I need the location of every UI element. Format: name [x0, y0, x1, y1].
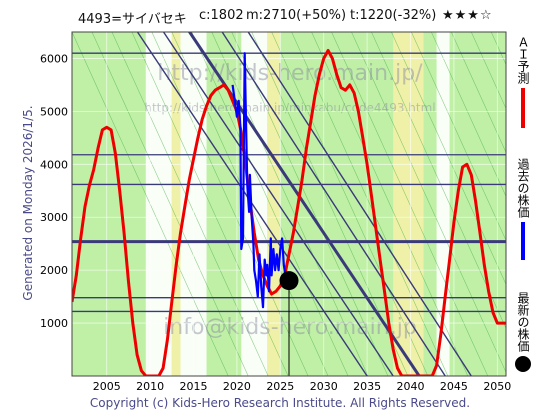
diagonal-line — [247, 32, 472, 376]
marker-layer — [279, 271, 299, 376]
watermark-url: http://kids-hero.main.jp/ — [157, 61, 423, 86]
y-tick-label: 6000 — [40, 52, 68, 65]
stock-title: 4493=サイバセキ — [78, 12, 187, 27]
legend-ai: ＡＩ予測 — [516, 36, 530, 84]
x-tick-label: 2050 — [483, 380, 511, 393]
legend-ai-swatch — [521, 88, 525, 128]
y-axis: 1000 2000 3000 4000 5000 6000 — [40, 52, 68, 330]
x-tick-label: 2020 — [223, 380, 251, 393]
thin-trend-line — [131, 32, 289, 376]
thin-trend-line — [391, 32, 506, 285]
watermark-email: info@kids-hero.main.jp — [163, 315, 417, 340]
x-tick-label: 2025 — [266, 380, 294, 393]
rating-stars: ★★★☆ — [442, 8, 493, 23]
thin-trend-line — [331, 32, 489, 376]
thin-trend-line — [351, 32, 506, 373]
thin-trend-line — [431, 32, 506, 198]
diagonal-line — [187, 32, 421, 376]
y-tick-label: 3000 — [40, 211, 68, 224]
y-tick-label: 4000 — [40, 158, 68, 171]
band — [171, 32, 181, 376]
diagonal-line — [221, 32, 446, 376]
plot-frame — [71, 31, 507, 377]
max-price: m:2710(+50%) — [246, 8, 347, 23]
thin-trend-line — [451, 32, 506, 154]
x-tick-label: 2035 — [353, 380, 381, 393]
diagonal-lines — [136, 32, 472, 376]
past-price-line — [231, 52, 289, 309]
x-tick-label: 2005 — [93, 380, 121, 393]
y-tick-label: 1000 — [40, 317, 68, 330]
x-tick-label: 2010 — [136, 380, 164, 393]
legend-past-swatch — [521, 222, 525, 260]
copyright: Copyright (c) Kids-Hero Research Institu… — [89, 396, 471, 410]
thin-trend-line — [271, 32, 429, 376]
background-trend-lines — [72, 32, 506, 376]
diagonal-line — [136, 32, 368, 376]
generated-label-box: Generated on Monday 2026/1/5. — [20, 96, 36, 310]
x-tick-label: 2045 — [440, 380, 468, 393]
x-tick-label: 2040 — [397, 380, 425, 393]
generated-label: Generated on Monday 2026/1/5. — [21, 105, 35, 301]
thin-trend-line — [411, 32, 506, 242]
thin-trend-line — [111, 32, 269, 376]
thin-trend-line — [151, 32, 309, 376]
latest-price-marker — [279, 271, 299, 291]
thin-trend-line — [231, 32, 389, 376]
grid-lines — [72, 32, 506, 376]
y-tick-label: 2000 — [40, 264, 68, 277]
legend-past: 過去の株価 — [516, 158, 530, 218]
thin-trend-line — [371, 32, 506, 329]
target-price: t:1220(-32%) — [350, 8, 437, 23]
x-tick-label: 2015 — [180, 380, 208, 393]
legend-latest-swatch — [515, 356, 531, 372]
x-tick-label: 2030 — [310, 380, 338, 393]
x-axis: 2005 2010 2015 2020 2025 2030 2035 2040 2045 2050 — [93, 380, 512, 393]
legend-latest: 最新の株価 — [516, 292, 530, 352]
thin-trend-line — [91, 32, 249, 376]
current-price: c:1802 — [199, 8, 244, 23]
y-tick-label: 5000 — [40, 105, 68, 118]
thin-trend-line — [211, 32, 369, 376]
